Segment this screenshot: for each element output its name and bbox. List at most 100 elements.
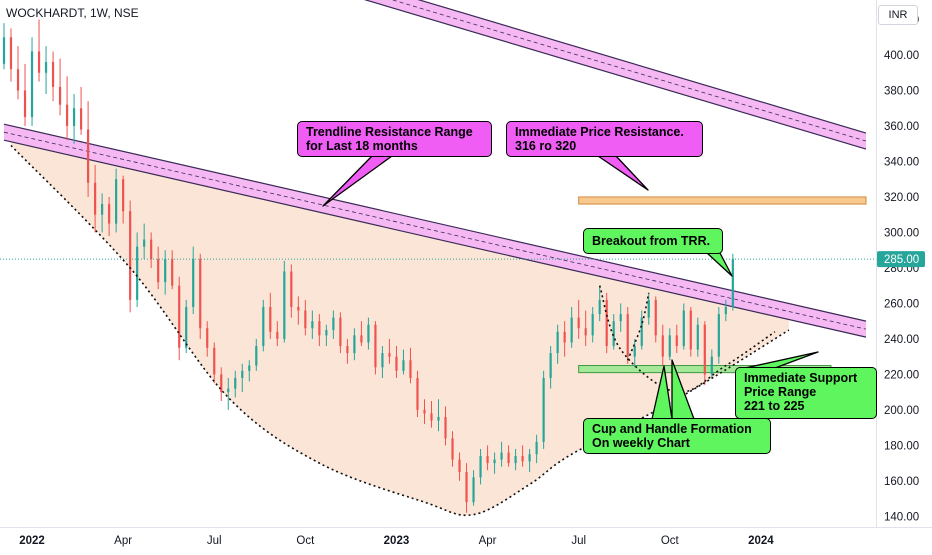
- candle-2022-03-07: [94, 165, 97, 233]
- x-tick-label: Jul: [571, 535, 586, 547]
- candle-2022-05-09: [157, 246, 160, 290]
- candle-body: [563, 331, 566, 343]
- resistance-callout: Immediate Price Resistance. 316 ro 320: [506, 121, 703, 157]
- candle-2022-10-03: [304, 299, 307, 336]
- candle-body: [493, 459, 496, 464]
- candle-2023-11-13: [710, 349, 713, 378]
- candle-body: [556, 331, 559, 354]
- candle-body: [430, 413, 433, 421]
- candle-2023-01-02: [395, 346, 398, 378]
- candle-2022-04-04: [122, 175, 125, 224]
- candle-body: [79, 108, 83, 130]
- candle-2022-05-16: [164, 250, 167, 295]
- candle-body: [479, 456, 482, 478]
- candle-body: [241, 370, 244, 378]
- candle-body: [381, 353, 384, 368]
- candle-2022-01-10: [37, 19, 41, 82]
- candle-body: [388, 353, 391, 357]
- candle-2022-02-07: [65, 76, 69, 141]
- candle-2023-09-18: [654, 296, 657, 343]
- candle-2023-03-06: [458, 452, 461, 481]
- candle-2023-05-01: [514, 448, 517, 471]
- candle-2022-12-19: [381, 346, 384, 378]
- candle-2023-09-11: [647, 292, 650, 325]
- y-tick-label: 160.00: [884, 476, 919, 488]
- candle-body: [164, 259, 167, 283]
- candle-2022-05-30: [178, 276, 181, 361]
- candle-2023-04-10: [493, 452, 496, 474]
- candle-2022-09-05: [276, 321, 279, 347]
- breakout-pointer: [706, 252, 733, 277]
- candle-body: [535, 441, 538, 455]
- candle-2022-07-11: [220, 367, 223, 402]
- candle-body: [23, 90, 27, 118]
- candle-2023-03-20: [472, 470, 475, 506]
- x-tick-label: 2023: [384, 535, 410, 547]
- candle-2022-04-18: [136, 232, 139, 307]
- candle-2022-10-24: [325, 324, 328, 347]
- candle-2023-10-02: [668, 328, 671, 361]
- y-tick-label: 140.00: [884, 511, 919, 523]
- candle-2022-08-15: [255, 338, 258, 371]
- candle-body: [374, 324, 377, 368]
- candle-2023-10-30: [696, 317, 699, 357]
- x-tick-label: Oct: [661, 535, 680, 547]
- candle-body: [290, 271, 293, 307]
- candle-body: [37, 51, 41, 73]
- candle-body: [269, 306, 272, 332]
- candle-body: [409, 360, 412, 378]
- candle-2022-09-26: [297, 296, 300, 325]
- candle-2023-01-23: [416, 370, 419, 417]
- candle-body: [500, 452, 503, 460]
- candle-body: [724, 306, 727, 315]
- x-tick-label: Jul: [207, 535, 222, 547]
- candle-body: [171, 259, 174, 286]
- candle-2023-12-04: [731, 253, 734, 311]
- candle-2023-07-24: [598, 285, 601, 322]
- candle-2021-12-27: [23, 63, 27, 126]
- last-price-badge: [877, 251, 925, 268]
- candle-2023-06-26: [570, 306, 573, 348]
- candle-body: [332, 317, 335, 331]
- candle-2023-07-03: [577, 299, 580, 339]
- candle-2022-04-11: [129, 200, 132, 313]
- candle-2022-08-29: [269, 292, 272, 339]
- y-tick-label: 360.00: [884, 121, 919, 133]
- candle-body: [248, 365, 251, 371]
- candle-2023-08-14: [619, 303, 622, 332]
- resistance-callout-line-2: 316 ro 320: [515, 139, 577, 153]
- candle-body: [2, 37, 6, 64]
- y-tick-label: 380.00: [884, 85, 919, 97]
- candle-body: [206, 328, 209, 348]
- candle-body: [136, 246, 139, 300]
- candle-body: [16, 69, 20, 91]
- candle-body: [255, 346, 258, 366]
- candle-2023-01-09: [402, 349, 405, 375]
- candle-body: [675, 335, 678, 347]
- candle-body: [115, 179, 118, 224]
- candle-2022-03-28: [115, 168, 118, 233]
- candle-body: [521, 456, 524, 462]
- support-callout-line-3: 221 to 225: [744, 399, 805, 413]
- resistance-zone: [578, 196, 867, 205]
- candle-2023-07-10: [584, 310, 587, 347]
- candle-2023-04-24: [507, 445, 510, 467]
- breakout-callout: Breakout from TRR.: [583, 228, 723, 254]
- candle-body: [423, 409, 426, 414]
- candle-2023-05-29: [542, 370, 545, 449]
- candle-body: [51, 62, 55, 87]
- candle-body: [283, 271, 286, 339]
- candle-2023-05-15: [528, 448, 531, 472]
- candle-body: [234, 377, 237, 389]
- candle-2023-02-27: [451, 431, 454, 467]
- y-tick-label: 260.00: [884, 298, 919, 310]
- candle-2023-06-12: [556, 324, 559, 364]
- candle-body: [220, 374, 223, 393]
- candle-body: [731, 259, 734, 307]
- candle-body: [472, 477, 475, 503]
- resistance-callout-line-1: Immediate Price Resistance.: [515, 125, 684, 139]
- upper-channel-line-mid: [391, 0, 867, 142]
- candle-body: [9, 37, 13, 70]
- currency-button[interactable]: INR: [878, 5, 918, 25]
